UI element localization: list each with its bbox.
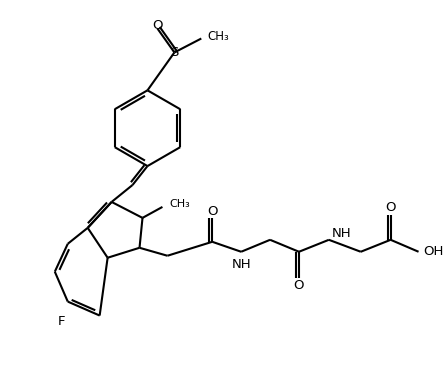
Text: O: O <box>207 205 218 218</box>
Text: O: O <box>152 19 163 32</box>
Text: O: O <box>385 201 396 215</box>
Text: NH: NH <box>332 227 352 240</box>
Text: S: S <box>170 46 179 59</box>
Text: NH: NH <box>231 258 251 271</box>
Text: O: O <box>294 279 304 292</box>
Text: OH: OH <box>423 245 444 258</box>
Text: CH₃: CH₃ <box>207 30 229 43</box>
Text: CH₃: CH₃ <box>169 199 190 209</box>
Text: F: F <box>58 315 65 328</box>
